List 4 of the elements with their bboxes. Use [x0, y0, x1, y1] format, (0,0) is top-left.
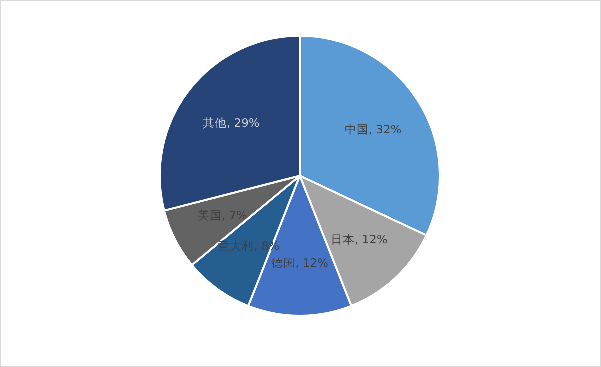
slice-label: 德国, 12%	[272, 256, 329, 270]
slice-label: 中国, 32%	[344, 122, 402, 136]
slice-label: 日本, 12%	[330, 232, 388, 246]
slice-label: 其他, 29%	[202, 116, 260, 130]
